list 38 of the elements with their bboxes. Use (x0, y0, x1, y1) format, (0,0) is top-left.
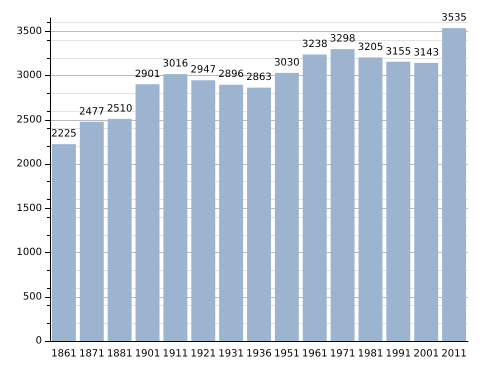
data-label: 3535 (441, 12, 467, 24)
data-label: 3030 (274, 57, 300, 68)
data-label: 2901 (134, 68, 160, 80)
y-tick-label: 2500 (16, 114, 42, 126)
x-tick-label: 1921 (190, 348, 216, 360)
data-label: 2896 (218, 69, 244, 80)
data-label: 3155 (386, 46, 412, 58)
data-label: 2477 (79, 106, 105, 118)
y-tick-label: 500 (22, 291, 42, 302)
x-tick-label: 1936 (246, 348, 272, 360)
data-label: 3016 (162, 58, 188, 70)
data-label: 3298 (330, 34, 356, 45)
x-tick-label: 1961 (302, 348, 328, 360)
data-label: 3238 (302, 38, 328, 50)
x-tick-label: 1861 (51, 348, 77, 360)
data-label: 2225 (51, 128, 77, 140)
x-tick-label: 1931 (218, 348, 244, 360)
x-tick-label: 1911 (162, 348, 188, 360)
data-label: 2863 (246, 72, 272, 84)
y-tick-label: 0 (36, 336, 42, 346)
x-tick-label: 1951 (274, 348, 300, 360)
y-tick-label: 1000 (16, 247, 42, 258)
x-tick-label: 1971 (330, 348, 356, 360)
data-label: 3205 (358, 42, 384, 53)
data-label: 2510 (106, 103, 132, 114)
data-label: 2947 (190, 64, 216, 76)
x-tick-label: 2011 (441, 348, 467, 360)
x-tick-label: 1881 (106, 348, 132, 360)
x-tick-label: 1981 (358, 348, 384, 360)
x-tick-label: 1901 (134, 348, 160, 360)
x-tick-label: 1871 (79, 348, 105, 360)
y-tick-label: 1500 (16, 202, 42, 214)
data-label: 3143 (413, 47, 439, 58)
y-tick-label: 3500 (16, 26, 42, 37)
y-tick-label: 3000 (16, 70, 42, 82)
x-tick-label: 2001 (413, 348, 439, 360)
y-tick-label: 2000 (16, 158, 42, 170)
x-tick-label: 1991 (386, 348, 412, 360)
